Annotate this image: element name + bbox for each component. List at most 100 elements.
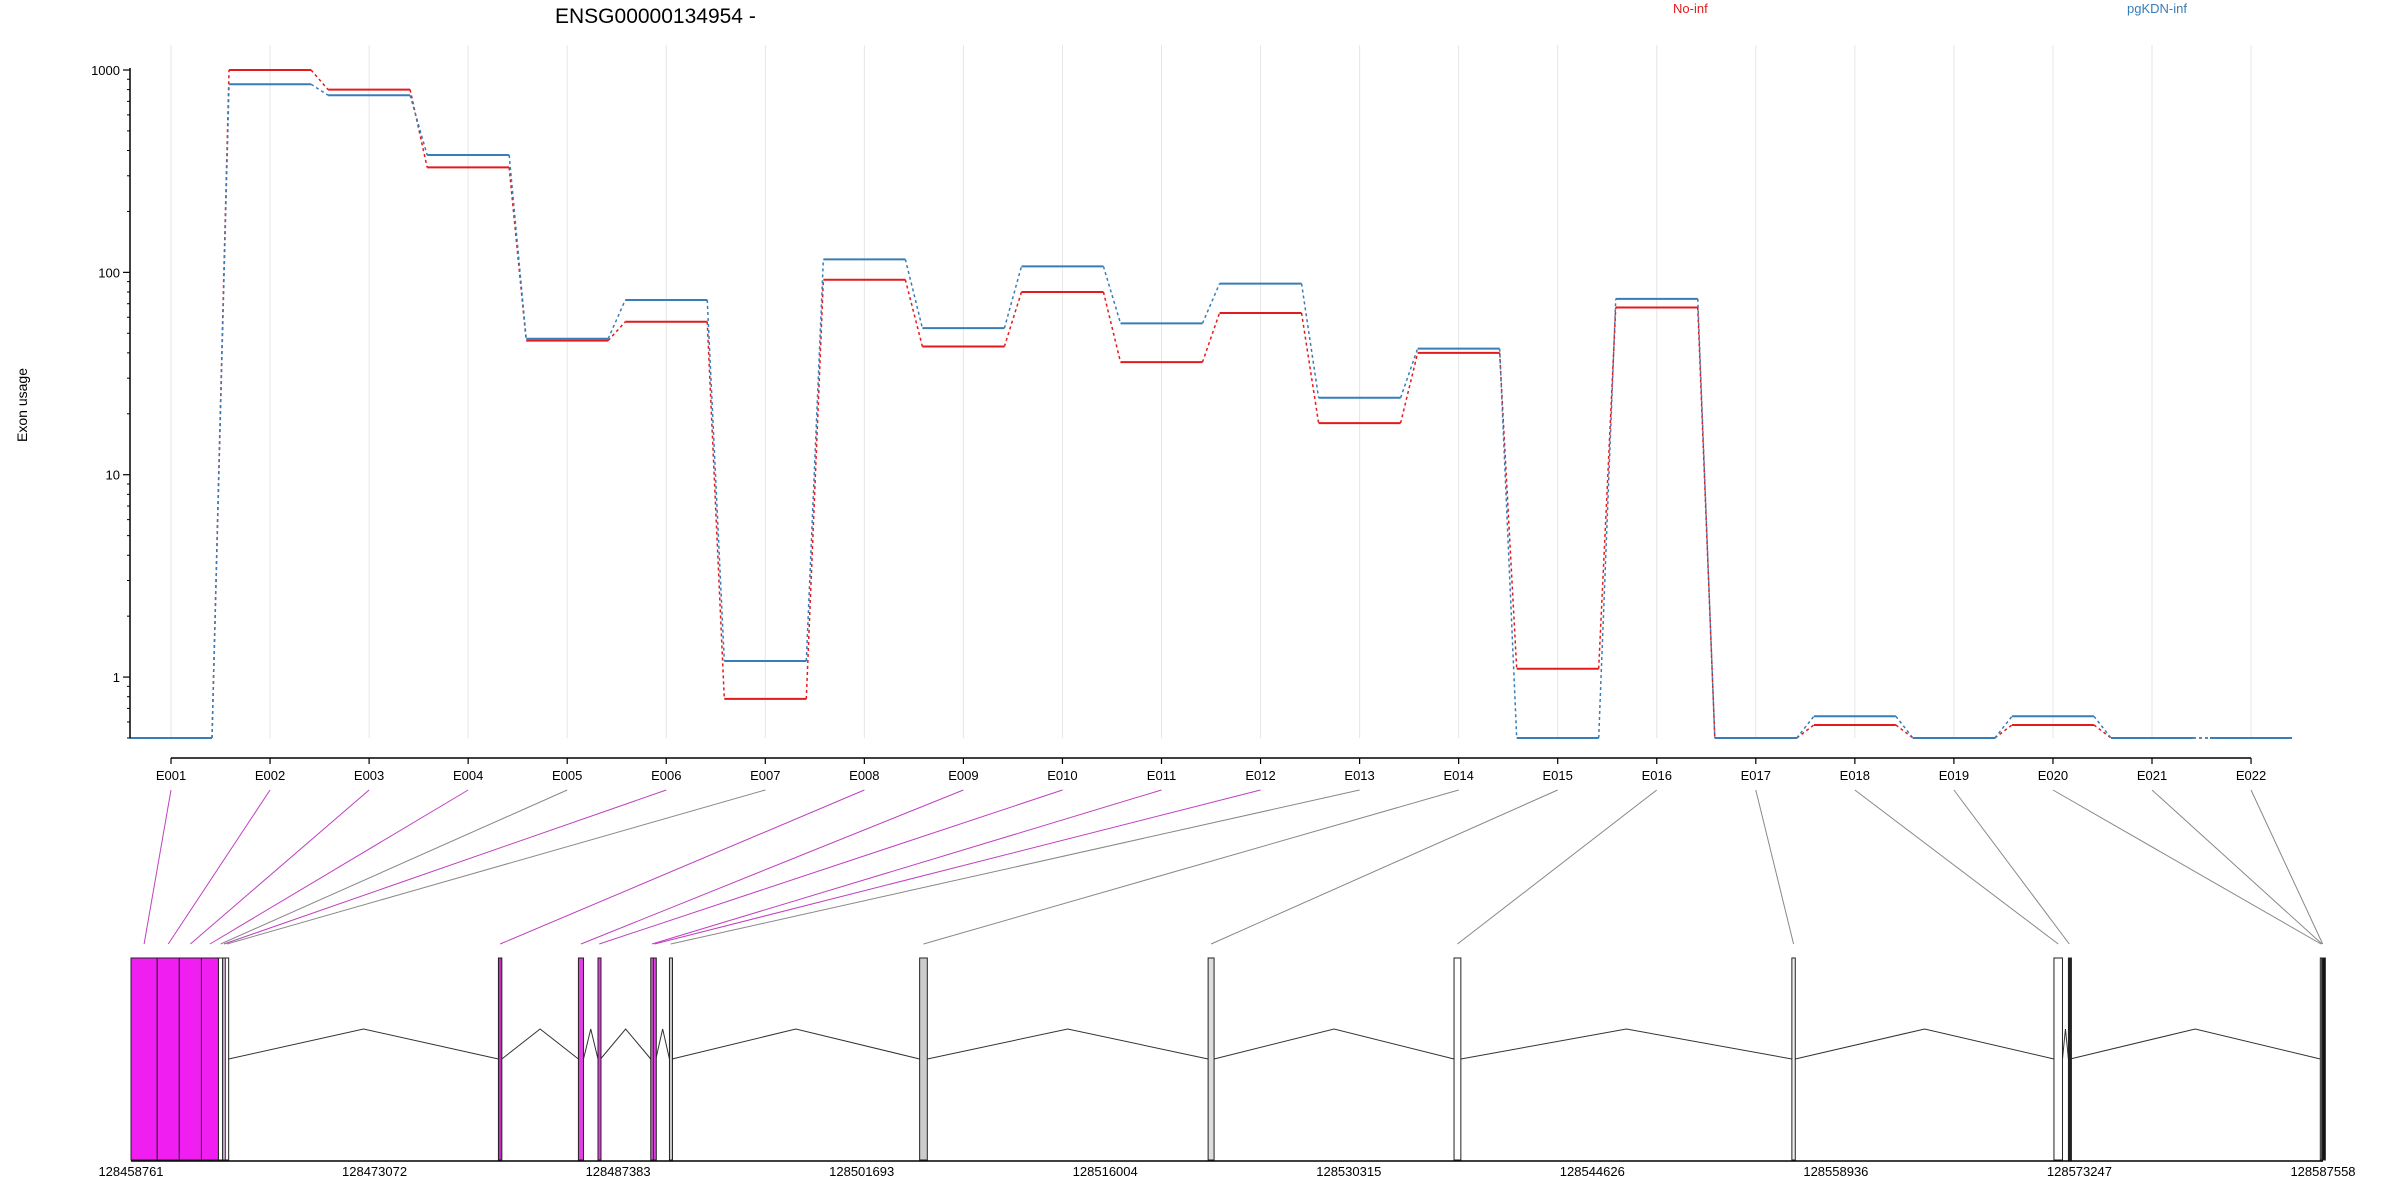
- y-tick-label: 10: [106, 468, 120, 483]
- x-tick-label-E002: E002: [255, 768, 285, 783]
- genomic-tick-label: 128487383: [586, 1164, 651, 1179]
- exon-box-E012: [652, 957, 657, 1161]
- series-pgkdn-inf-connector: [1399, 348, 1419, 399]
- exon-connector-E008: [499, 789, 865, 945]
- exon-box-E019: [2067, 957, 2072, 1161]
- series-pgkdn-inf-connector: [1796, 715, 1815, 739]
- x-tick-label-E001: E001: [156, 768, 186, 783]
- x-tick-label-E006: E006: [651, 768, 681, 783]
- genomic-tick-label: 128473072: [342, 1164, 407, 1179]
- y-tick-label: 1: [113, 670, 120, 685]
- exon-box-E017: [1791, 957, 1796, 1161]
- series-pgkdn-inf-connector: [1003, 266, 1023, 329]
- exon-connector-E013: [670, 789, 1360, 945]
- series-no-inf-connector: [310, 69, 329, 91]
- exon-connector-E021: [2151, 789, 2323, 945]
- x-tick-label-E005: E005: [552, 768, 582, 783]
- genomic-tick-label: 128501693: [829, 1164, 894, 1179]
- exon-box-E016: [1453, 957, 1462, 1161]
- series-no-inf-connector: [1003, 291, 1023, 347]
- intron: [1460, 1028, 1792, 1060]
- series-pgkdn-inf-connector: [1994, 715, 2013, 739]
- intron: [927, 1028, 1209, 1060]
- series-pgkdn-inf-connector: [1895, 715, 1914, 739]
- x-tick-label-E017: E017: [1741, 768, 1771, 783]
- intron: [2061, 1028, 2069, 1060]
- x-tick-label-E022: E022: [2236, 768, 2266, 783]
- exon-connector-E018: [1854, 789, 2059, 945]
- chart-title: ENSG00000134954 -: [555, 5, 756, 28]
- genomic-tick-label: 128516004: [1073, 1164, 1138, 1179]
- x-tick-label-E021: E021: [2137, 768, 2167, 783]
- genomic-tick-label: 128530315: [1316, 1164, 1381, 1179]
- x-tick-label-E009: E009: [948, 768, 978, 783]
- exon-connector-E016: [1457, 789, 1658, 945]
- legend-entry-pgkdn-inf: pgKDN-inf: [2127, 1, 2187, 16]
- exon-connector-E019: [1953, 789, 2070, 945]
- series-pgkdn-inf-connector: [607, 299, 626, 340]
- x-tick-label-E014: E014: [1443, 768, 1473, 783]
- series-pgkdn-inf-connector: [211, 84, 230, 739]
- series-no-inf-connector: [706, 321, 726, 699]
- genomic-tick-label: 128587558: [2290, 1164, 2355, 1179]
- intron: [600, 1028, 652, 1060]
- x-tick-label-E011: E011: [1147, 768, 1176, 783]
- legend-entry-no-inf: No-inf: [1673, 1, 1708, 16]
- exon-box-E022: [2321, 957, 2326, 1161]
- exon-connector-E004: [209, 789, 469, 945]
- x-tick-label-E016: E016: [1642, 768, 1672, 783]
- genomic-tick-label: 128573247: [2047, 1164, 2112, 1179]
- intron: [501, 1028, 579, 1060]
- series-no-inf-connector: [508, 167, 527, 341]
- series-pgkdn-inf-connector: [706, 299, 726, 662]
- intron: [228, 1028, 499, 1060]
- genomic-tick-label: 128458761: [98, 1164, 163, 1179]
- exon-box-E015: [1207, 957, 1215, 1161]
- exon-connector-E022: [2250, 789, 2324, 945]
- exon-box-E013: [668, 957, 673, 1161]
- series-no-inf-connector: [904, 279, 924, 347]
- x-tick-label-E004: E004: [453, 768, 483, 783]
- series-pgkdn-inf-connector: [904, 259, 924, 329]
- x-tick-label-E012: E012: [1245, 768, 1275, 783]
- intron: [1213, 1028, 1455, 1060]
- genomic-tick-label: 128544626: [1560, 1164, 1625, 1179]
- intron: [1795, 1028, 2055, 1060]
- series-no-inf-connector: [211, 69, 230, 739]
- series-layer: [130, 69, 2293, 739]
- series-pgkdn-inf-connector: [1697, 298, 1716, 739]
- y-tick-label: 100: [98, 265, 120, 280]
- exon-box-E003: [178, 957, 202, 1161]
- series-pgkdn-inf-connector: [310, 83, 329, 96]
- series-pgkdn-inf-connector: [1597, 298, 1617, 739]
- exon-connector-E003: [190, 789, 370, 945]
- exon-box-E018: [2053, 957, 2063, 1161]
- x-tick-label-E018: E018: [1840, 768, 1870, 783]
- series-pgkdn-inf-connector: [805, 259, 825, 662]
- exon-connector-E005: [220, 789, 568, 945]
- exon-connector-E006: [223, 789, 667, 945]
- exon-connector-E001: [143, 789, 172, 945]
- series-no-inf-connector: [1102, 291, 1122, 363]
- x-tick-label-E003: E003: [354, 768, 384, 783]
- series-no-inf-connector: [805, 279, 825, 699]
- series-no-inf-connector: [607, 321, 626, 342]
- exon-connector-E002: [167, 789, 271, 945]
- exon-box-E004: [200, 957, 219, 1161]
- x-tick-label-E019: E019: [1939, 768, 1969, 783]
- series-no-inf-connector: [1300, 312, 1320, 424]
- genomic-tick-label: 128558936: [1803, 1164, 1868, 1179]
- x-tick-label-E020: E020: [2038, 768, 2068, 783]
- connector-layer: [143, 789, 2324, 945]
- y-axis-label: Exon usage: [14, 368, 30, 442]
- series-pgkdn-inf-connector: [1201, 283, 1221, 324]
- exon-box-E009: [577, 957, 585, 1161]
- series-pgkdn-inf-connector: [1102, 266, 1122, 324]
- axis-layer: 1000 100 10 1 E001 E002 E003 E004 E005 E006 E007 E0…: [91, 63, 2355, 1179]
- exon-connector-E011: [651, 789, 1162, 945]
- x-tick-label-E010: E010: [1047, 768, 1077, 783]
- exon-connector-E015: [1210, 789, 1558, 945]
- intron: [583, 1028, 599, 1060]
- series-no-inf-connector: [1399, 352, 1419, 424]
